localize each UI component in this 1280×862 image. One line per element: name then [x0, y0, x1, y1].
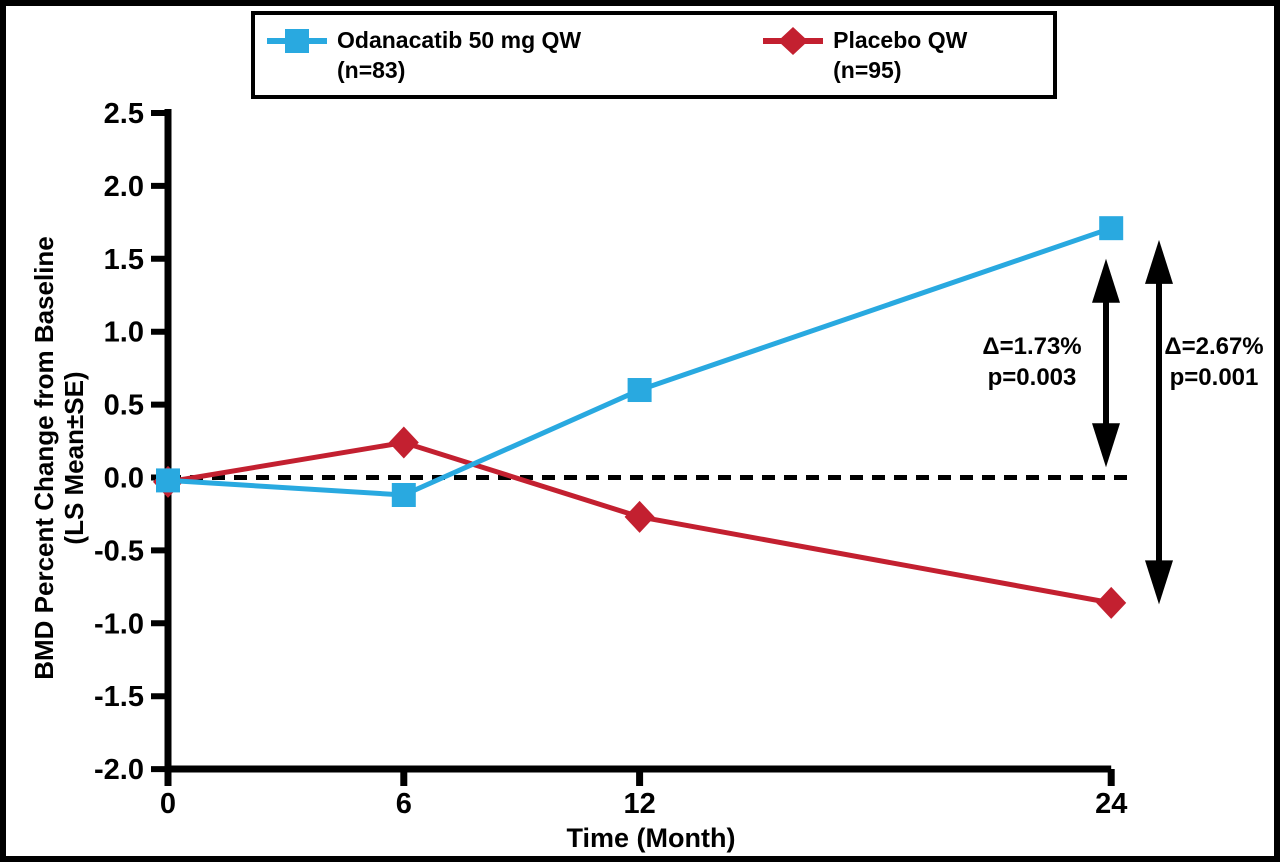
placebo-line-marker-icon — [763, 27, 824, 55]
svg-text:-2.0: -2.0 — [94, 754, 144, 786]
svg-text:-1.0: -1.0 — [94, 608, 144, 640]
svg-text:12: 12 — [623, 788, 655, 820]
svg-text:0.0: 0.0 — [104, 463, 144, 495]
svg-text:0.5: 0.5 — [104, 390, 144, 422]
svg-text:6: 6 — [396, 788, 412, 820]
annotation-delta-12m-value: Δ=1.73% — [982, 333, 1082, 360]
legend-label-placebo: Placebo QW — [833, 27, 968, 53]
annotation-delta-12m: Δ=1.73% p=0.003 — [970, 331, 1094, 393]
svg-text:-0.5: -0.5 — [94, 535, 144, 567]
svg-text:0: 0 — [160, 788, 176, 820]
legend-entry-odanacatib: Odanacatib 50 mg QW (n=83) — [265, 25, 581, 85]
legend-n-odanacatib: (n=83) — [337, 57, 406, 83]
annotation-delta-24m: Δ=2.67% p=0.001 — [1152, 331, 1274, 393]
svg-text:2.5: 2.5 — [104, 98, 144, 130]
svg-text:1.0: 1.0 — [104, 317, 144, 349]
odanacatib-line-marker-icon — [267, 29, 327, 53]
legend-entry-placebo: Placebo QW (n=95) — [761, 25, 967, 85]
annotation-delta-24m-pvalue: p=0.001 — [1169, 364, 1259, 391]
annotation-delta-12m-pvalue: p=0.003 — [987, 364, 1077, 391]
svg-text:24: 24 — [1095, 788, 1127, 820]
chart-plot: 2.5 2.0 1.5 1.0 0.5 0.0 -0.5 -1.0 -1.5 -2.0 0 6 12 24… — [94, 98, 1173, 853]
legend: Odanacatib 50 mg QW (n=83) Placebo QW (n… — [251, 11, 1057, 99]
legend-n-placebo: (n=95) — [833, 57, 902, 83]
legend-label-odanacatib: Odanacatib 50 mg QW — [337, 27, 582, 53]
svg-text:Time (Month): Time (Month) — [567, 823, 736, 853]
annotation-delta-24m-value: Δ=2.67% — [1164, 333, 1264, 360]
svg-text:-1.5: -1.5 — [94, 681, 144, 713]
svg-text:2.0: 2.0 — [104, 171, 144, 203]
svg-text:1.5: 1.5 — [104, 244, 144, 276]
